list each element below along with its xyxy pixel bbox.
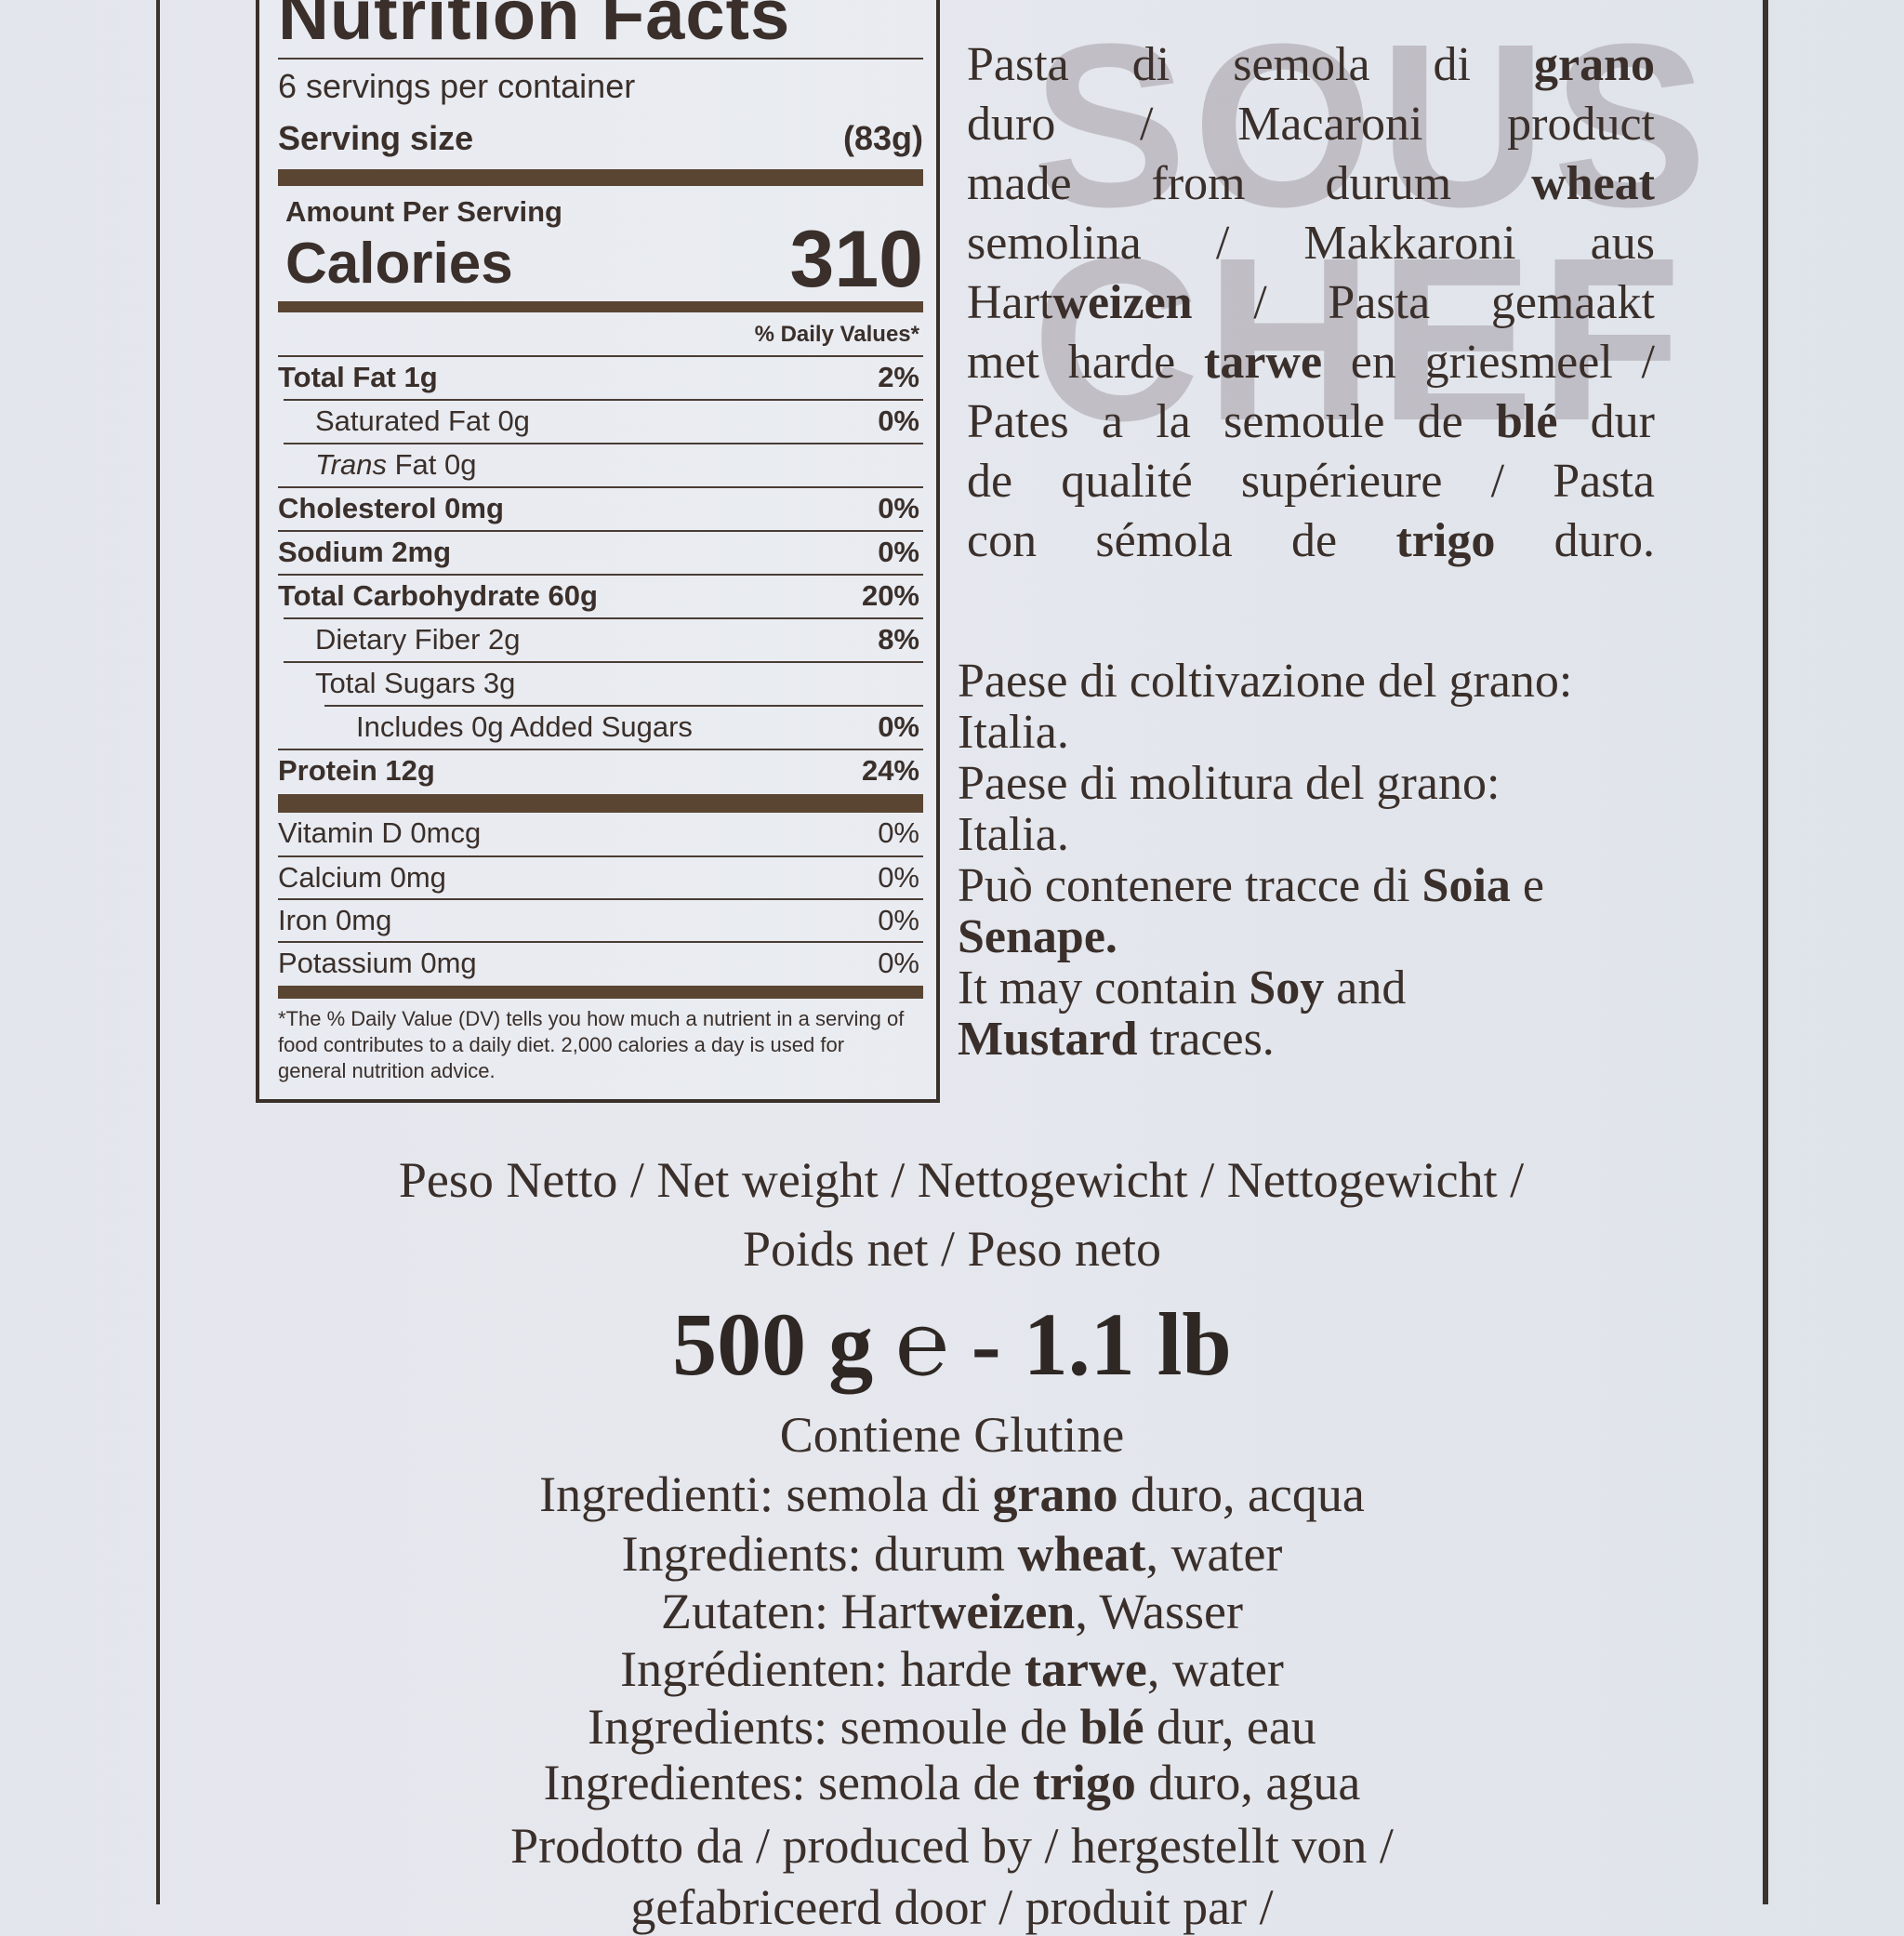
ingredients-line: Ingredients: semoule de blé dur, eau <box>588 1699 1316 1755</box>
origin-line: Italia. <box>958 706 1069 759</box>
daily-value-header: % Daily Values* <box>754 322 919 347</box>
origin-allergen-info: Paese di coltivazione del grano: Italia. P… <box>958 656 1720 1065</box>
vitamin-row: Potassium 0mg 0% <box>278 941 923 984</box>
nutrient-label: Protein 12g <box>278 754 435 787</box>
ingredients-line: Ingrédienten: harde tarwe, water <box>620 1641 1284 1697</box>
nutrient-label: Total Carbohydrate 60g <box>278 579 598 612</box>
nutrient-daily-value: 0% <box>878 404 919 437</box>
nutrient-label: Total Fat 1g <box>278 361 438 393</box>
nutrient-daily-value: 0% <box>878 492 919 524</box>
calories-label: Calories <box>285 232 513 296</box>
vitamin-daily-value: 0% <box>878 816 919 849</box>
watermark-logo: SOUS CHEF <box>1032 0 1713 469</box>
net-weight-value: 500 g ℮ - 1.1 lb <box>672 1294 1232 1394</box>
vitamin-row: Vitamin D 0mcg 0% <box>278 813 923 854</box>
nutrient-row: Total Carbohydrate 60g 20% <box>278 574 923 617</box>
vitamin-label: Potassium 0mg <box>278 947 477 979</box>
description-line: duro / Macaroni product <box>967 98 1655 151</box>
calories-value: 310 <box>789 215 924 304</box>
description-line: made from durum wheat <box>967 157 1655 210</box>
package-left-edge <box>156 0 160 1904</box>
nutrient-label: Saturated Fat 0g <box>315 404 530 437</box>
description-line: semolina / Makkaroni aus <box>967 217 1655 270</box>
vitamin-label: Iron 0mg <box>278 904 392 936</box>
nutrient-label: Total Sugars 3g <box>315 667 516 699</box>
nutrient-row: Protein 12g 24% <box>278 749 923 791</box>
nutrition-facts-panel: Nutrition Facts 6 servings per container… <box>256 0 940 1103</box>
ingredients-line: Zutaten: Hartweizen, Wasser <box>661 1584 1243 1639</box>
description-line: Pates a la semoule de blé dur <box>967 395 1655 448</box>
vitamin-label: Calcium 0mg <box>278 861 446 894</box>
serving-size: Serving size (83g) <box>278 119 923 158</box>
nutrient-row: Trans Fat 0g <box>284 443 923 485</box>
net-weight-label-line2: Poids net / Peso neto <box>742 1221 1161 1277</box>
description-line: con sémola de trigo duro. <box>967 514 1655 567</box>
servings-per-container: 6 servings per container <box>278 67 636 105</box>
nutrition-title: Nutrition Facts <box>278 0 791 55</box>
serving-size-label: Serving size <box>278 119 474 157</box>
vitamin-daily-value: 0% <box>878 947 919 979</box>
origin-line: It may contain Soy and <box>958 961 1407 1014</box>
vitamin-label: Vitamin D 0mcg <box>278 816 482 849</box>
origin-line: Italia. <box>958 808 1069 861</box>
nutrient-daily-value: 24% <box>861 754 919 787</box>
nutrient-row: Cholesterol 0mg 0% <box>278 486 923 529</box>
origin-line: Paese di molitura del grano: <box>958 757 1501 810</box>
nutrient-daily-value: 0% <box>878 536 919 568</box>
nutrient-label: Includes 0g Added Sugars <box>356 710 693 743</box>
nutrient-label: Cholesterol 0mg <box>278 492 504 524</box>
nutrient-daily-value: 20% <box>861 579 919 612</box>
nutrient-row: Sodium 2mg 0% <box>278 530 923 573</box>
ingredients-line: gefabriceerd door / produit par / <box>630 1879 1274 1935</box>
nutrient-row: Total Fat 1g 2% <box>278 355 923 398</box>
vitamin-row: Calcium 0mg 0% <box>278 855 923 898</box>
description-line: Pasta di semola di grano <box>967 38 1655 91</box>
net-weight-label-line1: Peso Netto / Net weight / Nettogewicht /… <box>398 1152 1525 1208</box>
nutrient-label: Dietary Fiber 2g <box>315 623 521 656</box>
origin-line: Paese di coltivazione del grano: <box>958 655 1573 708</box>
ingredients-line: Ingredienti: semola di grano duro, acqua <box>539 1466 1365 1522</box>
ingredients-line: Ingredients: durum wheat, water <box>621 1526 1283 1582</box>
ingredients-line: Ingredientes: semola de trigo duro, agua <box>543 1755 1361 1810</box>
nutrient-row: Includes 0g Added Sugars 0% <box>324 705 923 748</box>
vitamin-daily-value: 0% <box>878 904 919 936</box>
amount-per-serving: Amount Per Serving <box>285 195 562 228</box>
ingredients-line: Prodotto da / produced by / hergestellt … <box>510 1818 1394 1874</box>
nutrient-daily-value: 2% <box>878 361 919 393</box>
origin-line: Può contenere tracce di Soia e <box>958 859 1545 912</box>
nutrient-row: Saturated Fat 0g 0% <box>284 399 923 442</box>
description-line: met harde tarwe en griesmeel / <box>967 336 1655 389</box>
origin-line: Senape. <box>958 910 1117 963</box>
vitamin-daily-value: 0% <box>878 861 919 894</box>
origin-line: Mustard traces. <box>958 1013 1275 1066</box>
ingredients-line: Contiene Glutine <box>779 1407 1125 1463</box>
description-line: Hartweizen / Pasta gemaakt <box>967 276 1655 329</box>
product-description: Pasta di semola di grano duro / Macaroni … <box>967 35 1655 571</box>
nutrient-label: Sodium 2mg <box>278 536 452 568</box>
nutrient-daily-value: 0% <box>878 710 919 743</box>
serving-size-value: (83g) <box>842 119 923 157</box>
nutrient-row: Dietary Fiber 2g 8% <box>284 617 923 660</box>
nutrient-row: Total Sugars 3g <box>284 661 923 704</box>
nutrient-daily-value: 8% <box>878 623 919 656</box>
daily-value-footnote: *The % Daily Value (DV) tells you how mu… <box>278 1007 905 1082</box>
vitamin-row: Iron 0mg 0% <box>278 898 923 941</box>
nutrient-label: Trans Fat 0g <box>315 448 477 481</box>
package-right-edge <box>1763 0 1768 1904</box>
description-line: de qualité supérieure / Pasta <box>967 455 1655 508</box>
